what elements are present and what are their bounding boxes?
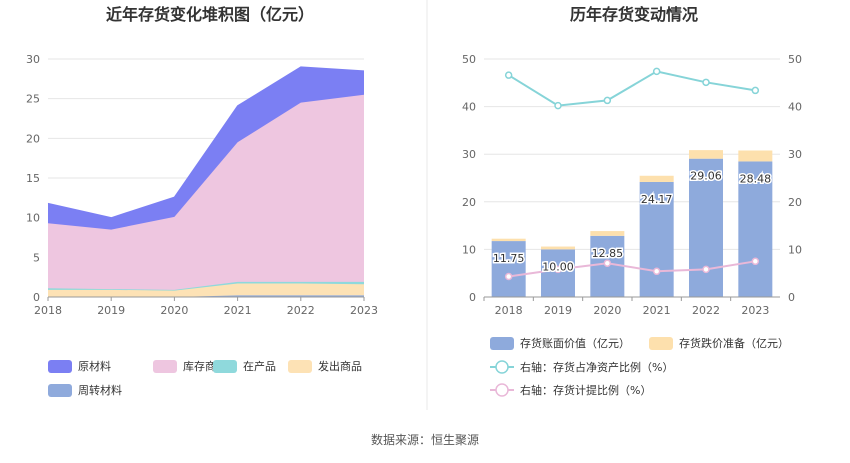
bar-data-label: 12.85 bbox=[592, 247, 624, 260]
left-chart-title: 近年存货变化堆积图（亿元） bbox=[106, 5, 314, 24]
x-tick-label: 2018 bbox=[495, 304, 523, 317]
y-tick-label: 5 bbox=[33, 251, 40, 264]
bar-provision bbox=[541, 246, 575, 250]
bar-book-value bbox=[541, 249, 575, 297]
line-point bbox=[504, 272, 513, 281]
line-point bbox=[702, 265, 710, 274]
x-tick-label: 2022 bbox=[692, 304, 720, 317]
legend-label: 原材料 bbox=[78, 359, 111, 373]
x-tick-label: 2019 bbox=[97, 304, 125, 317]
area-3 bbox=[48, 283, 364, 297]
bar-data-label: 10.00 bbox=[542, 260, 574, 273]
x-tick-label: 2019 bbox=[544, 304, 572, 317]
legend-swatch bbox=[213, 360, 237, 373]
left-chart-axes: 0 5 10 15 20 25 30 2018 2019 2020 2021 2022 2023 bbox=[26, 53, 378, 317]
y2-tick-label: 50 bbox=[788, 53, 802, 66]
line-series-3 bbox=[508, 260, 756, 278]
right-chart-legend: 存货账面价值（亿元） 存货跌价准备（亿元） 右轴：存货占净资产比例（%） 右轴：存货计… bbox=[490, 336, 789, 397]
area-edge-0 bbox=[47, 66, 365, 219]
line-point bbox=[652, 67, 661, 76]
line-point bbox=[702, 78, 710, 87]
legend-label: 右轴：存货占净资产比例（%） bbox=[520, 360, 673, 374]
right-chart-lines: 11.75 10.00 12.85 24.17 29.06 28.48 bbox=[491, 67, 773, 281]
bar-provision bbox=[491, 238, 526, 242]
legend-label: 右轴：存货计提比例（%） bbox=[520, 383, 651, 397]
bar-provision bbox=[639, 175, 674, 182]
x-tick-label: 2021 bbox=[643, 304, 671, 317]
left-chart-areas bbox=[47, 66, 365, 298]
y-tick-label: 0 bbox=[469, 291, 476, 304]
legend-label: 周转材料 bbox=[78, 383, 122, 397]
x-tick-label: 2018 bbox=[34, 304, 62, 317]
right-chart-bars bbox=[491, 150, 773, 297]
y-tick-label: 25 bbox=[26, 93, 40, 106]
legend-swatch bbox=[48, 360, 72, 373]
y2-tick-label: 0 bbox=[788, 291, 795, 304]
area-edge-2 bbox=[47, 281, 364, 291]
legend-label: 存货账面价值（亿元） bbox=[520, 336, 630, 350]
y-tick-label: 30 bbox=[26, 53, 40, 66]
y-tick-label: 10 bbox=[462, 243, 476, 256]
legend-marker bbox=[495, 360, 509, 374]
y2-tick-label: 30 bbox=[788, 148, 802, 161]
right-chart-grid bbox=[484, 58, 780, 250]
bar-data-label: 29.06 bbox=[690, 170, 722, 183]
x-tick-label: 2023 bbox=[741, 304, 769, 317]
y-tick-label: 10 bbox=[26, 212, 40, 225]
x-tick-label: 2020 bbox=[593, 304, 621, 317]
y-tick-label: 20 bbox=[26, 132, 40, 145]
source-note: 数据来源：恒生聚源 bbox=[371, 432, 479, 447]
area-0 bbox=[48, 66, 364, 230]
legend-label: 发出商品 bbox=[318, 359, 362, 373]
legend-swatch bbox=[48, 384, 72, 397]
line-point bbox=[554, 265, 562, 274]
legend-swatch bbox=[490, 337, 514, 350]
y-tick-label: 20 bbox=[462, 196, 476, 209]
legend-marker bbox=[495, 383, 509, 397]
area-1 bbox=[48, 94, 364, 290]
bar-book-value bbox=[491, 241, 526, 297]
y-tick-label: 0 bbox=[33, 291, 40, 304]
bar-book-value bbox=[689, 158, 723, 297]
line-point bbox=[504, 71, 513, 79]
legend-label: 存货跌价准备（亿元） bbox=[679, 336, 789, 350]
right-chart-axes: 0 10 20 30 40 50 0 10 20 30 40 50 2018 2019 2020 2021 20… bbox=[462, 53, 802, 317]
line-point bbox=[751, 257, 760, 266]
y2-tick-label: 20 bbox=[788, 196, 802, 209]
line-point bbox=[603, 96, 612, 105]
x-tick-label: 2022 bbox=[287, 304, 315, 317]
line-point bbox=[751, 86, 760, 95]
y-tick-label: 50 bbox=[462, 53, 476, 66]
legend-swatch bbox=[288, 360, 312, 373]
legend-swatch bbox=[649, 337, 673, 350]
x-tick-label: 2021 bbox=[224, 304, 252, 317]
y-tick-label: 40 bbox=[462, 101, 476, 114]
y2-tick-label: 10 bbox=[788, 243, 802, 256]
x-tick-label: 2020 bbox=[160, 304, 188, 317]
bar-data-label: 28.48 bbox=[740, 172, 772, 185]
y-tick-label: 30 bbox=[462, 148, 476, 161]
bar-data-label: 24.17 bbox=[641, 193, 673, 206]
bar-data-label: 11.75 bbox=[493, 252, 525, 265]
bar-provision bbox=[689, 150, 723, 159]
line-point bbox=[652, 267, 661, 276]
bar-provision bbox=[590, 231, 625, 236]
y-tick-label: 15 bbox=[26, 172, 40, 185]
right-chart-title: 历年存货变动情况 bbox=[570, 5, 698, 24]
legend-swatch bbox=[153, 360, 177, 373]
y2-tick-label: 40 bbox=[788, 101, 802, 114]
legend-label: 在产品 bbox=[243, 359, 276, 373]
bar-book-value bbox=[639, 181, 674, 297]
line-point bbox=[554, 101, 562, 110]
x-tick-label: 2023 bbox=[350, 304, 378, 317]
bar-book-value bbox=[738, 161, 773, 297]
bar-provision bbox=[738, 150, 773, 162]
line-series-2 bbox=[508, 70, 756, 107]
line-point bbox=[603, 259, 612, 267]
